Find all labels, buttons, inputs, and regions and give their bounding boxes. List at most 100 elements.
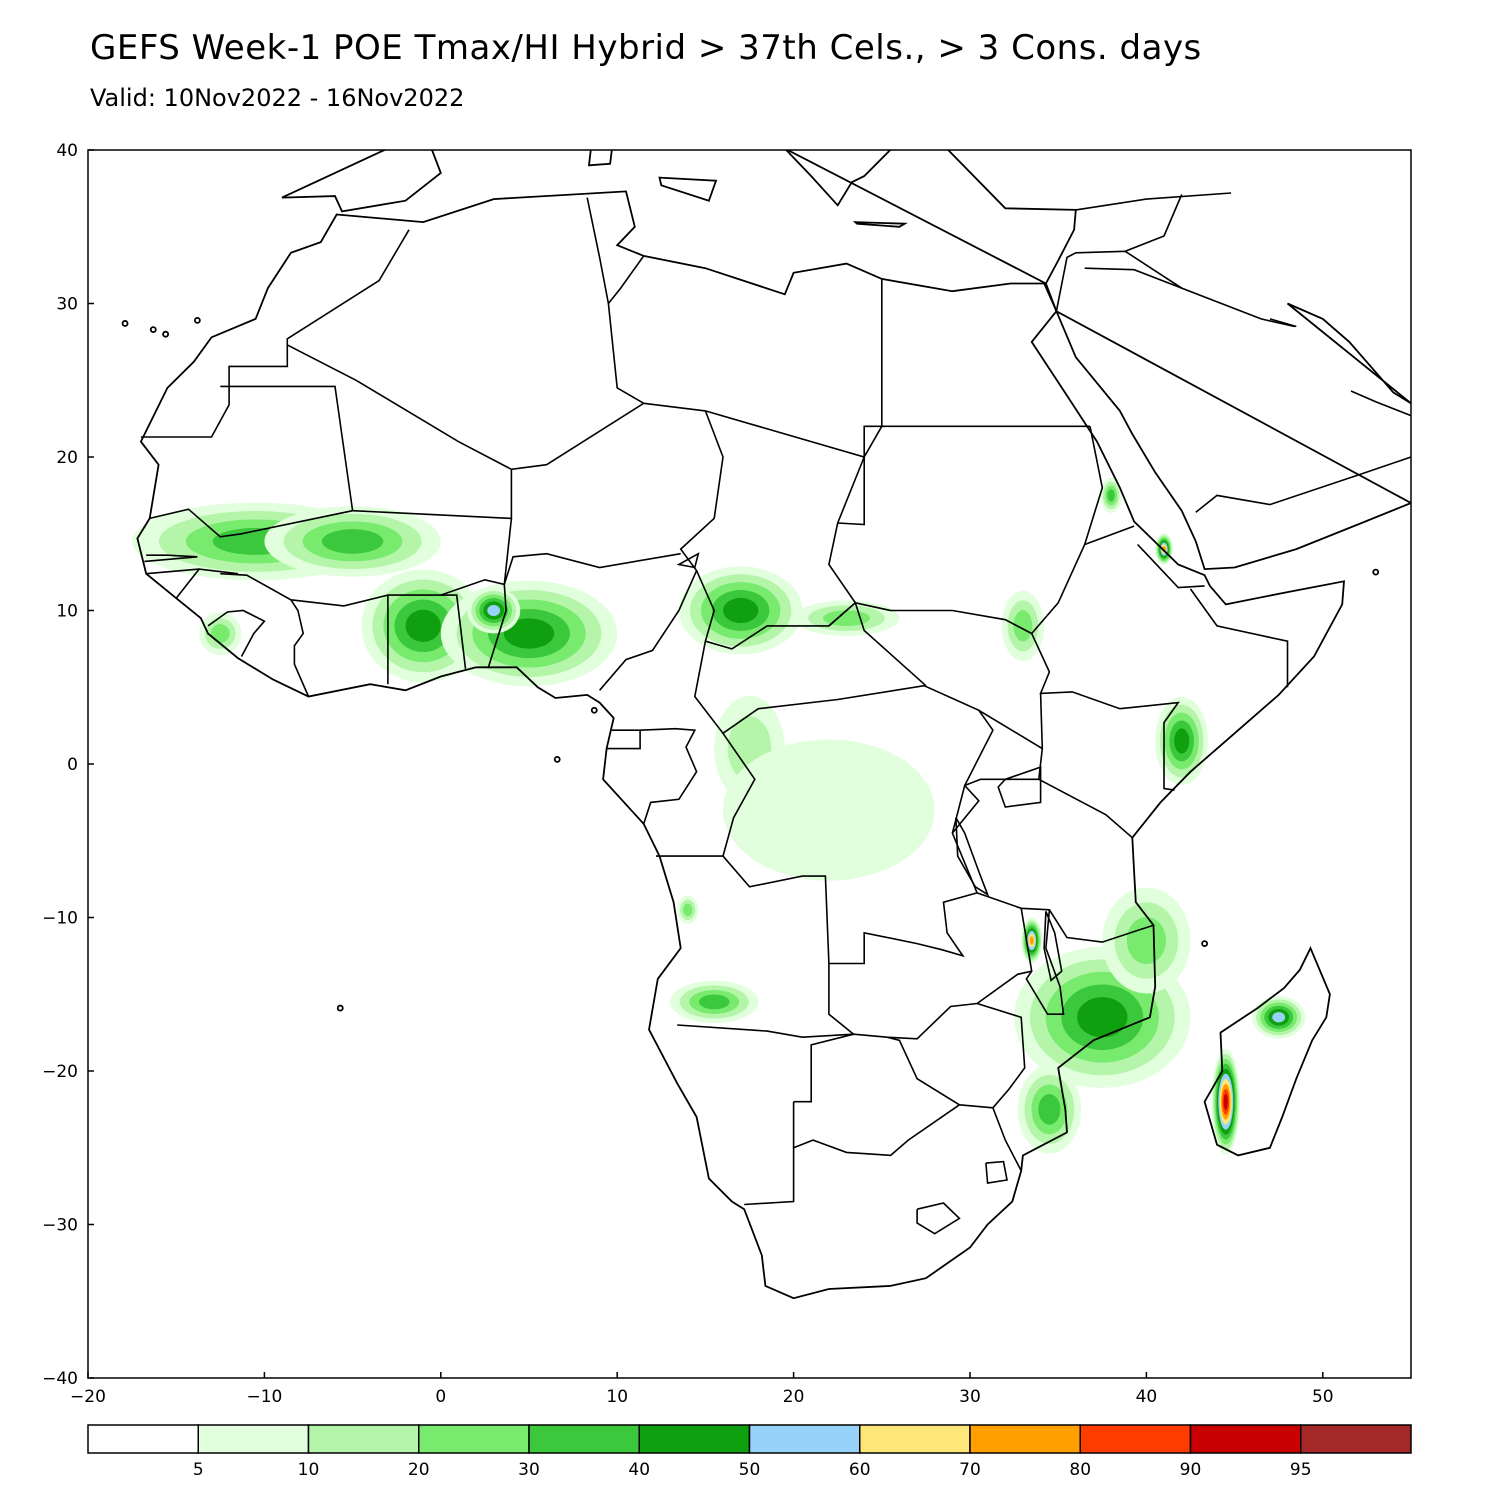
africa-coastline <box>136 190 1345 1300</box>
border-11 <box>290 599 310 697</box>
border-37 <box>916 1202 961 1235</box>
arabia-coastline <box>1054 309 1411 571</box>
border-6 <box>149 385 354 538</box>
colorbar-swatch <box>87 1424 199 1454</box>
hotspot-8-level-6 <box>487 604 501 617</box>
border-16 <box>656 641 994 965</box>
border-22 <box>1137 543 1205 589</box>
border-48 <box>1075 192 1232 211</box>
colorbar-label: 20 <box>408 1460 430 1480</box>
border-46 <box>1084 267 1182 289</box>
hotspot-28-level-1 <box>723 739 935 881</box>
border-38 <box>985 1160 1008 1185</box>
hotspot-21-level-4 <box>1038 1094 1061 1125</box>
country-borders <box>140 192 1411 1235</box>
lat-tick-label: 30 <box>56 295 78 315</box>
border-0 <box>140 229 410 438</box>
island-1 <box>162 330 170 338</box>
hotspot-23-level-6 <box>1272 1012 1286 1023</box>
colorbar-swatch <box>1300 1424 1412 1454</box>
border-45 <box>1043 250 1295 328</box>
border-50 <box>1350 390 1411 417</box>
colorbar-swatch <box>969 1424 1081 1454</box>
colorbar-swatch <box>307 1424 420 1454</box>
europe-coast-south <box>281 150 442 213</box>
colorbar-label: 60 <box>849 1460 871 1480</box>
border-29 <box>677 908 1033 1040</box>
colorbar-swatch <box>638 1424 751 1454</box>
island-9 <box>1417 832 1422 837</box>
colorbar-label: 90 <box>1180 1460 1202 1480</box>
island-6 <box>553 755 561 763</box>
italy-sicily <box>658 176 718 202</box>
colorbar-swatch <box>1079 1424 1192 1454</box>
border-18 <box>837 425 883 526</box>
colorbar-swatch <box>748 1424 861 1454</box>
lat-tick-label: −20 <box>42 1062 78 1082</box>
island-4 <box>15 516 20 521</box>
border-26 <box>951 784 980 834</box>
colorbar-label: 80 <box>1069 1460 1091 1480</box>
hotspot-10-level-5 <box>723 597 759 624</box>
lon-tick-label: 50 <box>1312 1387 1334 1407</box>
persian-gulf <box>1286 302 1411 405</box>
border-35 <box>793 1033 854 1103</box>
border-20 <box>855 602 1033 635</box>
colorbar-swatch <box>528 1424 640 1454</box>
border-51 <box>1269 318 1297 328</box>
hotspot-24-level-4 <box>698 994 730 1010</box>
hotspot-20-level-8 <box>1029 936 1034 945</box>
crete <box>852 221 908 228</box>
island-10 <box>1372 568 1380 576</box>
island-8 <box>1201 940 1209 947</box>
lat-tick-label: 0 <box>67 755 78 775</box>
hotspot-17-level-5 <box>1077 997 1128 1038</box>
lat-tick-label: −40 <box>42 1369 78 1389</box>
border-31 <box>1025 909 1065 1015</box>
colorbar-swatch <box>197 1424 310 1454</box>
border-12 <box>207 609 266 657</box>
hotspot-22-level-10 <box>1223 1093 1228 1110</box>
border-13 <box>487 584 507 668</box>
island-3 <box>193 316 201 324</box>
lake-3 <box>676 552 700 569</box>
border-41 <box>722 732 756 857</box>
lat-tick-label: 20 <box>56 448 78 468</box>
border-21 <box>1084 525 1135 546</box>
hotspot-26-level-3 <box>210 624 230 643</box>
border-42 <box>146 568 200 575</box>
border-39 <box>606 729 641 750</box>
colorbar-label: 10 <box>298 1460 320 1480</box>
hotspot-12-level-3 <box>1013 610 1033 642</box>
colorbar-swatch <box>1189 1424 1302 1454</box>
lon-tick-label: −10 <box>246 1387 282 1407</box>
colorbar-label: 70 <box>959 1460 981 1480</box>
hotspot-3-level-4 <box>321 529 384 554</box>
hotspot-5-level-5 <box>405 609 441 642</box>
lat-tick-label: 10 <box>56 602 78 622</box>
coastline-outlines <box>15 150 1422 1300</box>
island-5 <box>336 1004 344 1012</box>
lake-0 <box>997 765 1042 808</box>
border-34 <box>744 1104 960 1206</box>
border-2 <box>607 255 645 304</box>
colorbar-label: 30 <box>518 1460 540 1480</box>
border-17 <box>828 601 927 687</box>
lake-2 <box>1043 911 1063 982</box>
longitude-axis: −20 −10 0 10 20 30 40 50 <box>70 1372 1334 1407</box>
border-40 <box>640 727 698 825</box>
lon-tick-label: 20 <box>783 1387 805 1407</box>
border-44 <box>175 568 238 599</box>
lat-tick-label: −30 <box>42 1216 78 1236</box>
colorbar-label: 5 <box>193 1460 204 1480</box>
colorbar-swatch <box>859 1424 971 1454</box>
lat-tick-label: −10 <box>42 909 78 929</box>
colorbar: 5 10 20 30 40 50 60 70 80 90 95 <box>87 1424 1412 1480</box>
border-30 <box>828 963 855 1035</box>
border-14 <box>503 552 681 585</box>
latitude-axis: 40 30 20 10 0 −10 −20 −30 −40 <box>42 141 94 1389</box>
hotspot-7-level-5 <box>503 618 555 649</box>
border-24 <box>1037 693 1133 839</box>
lake-1 <box>955 817 990 897</box>
lon-tick-label: 0 <box>435 1387 446 1407</box>
